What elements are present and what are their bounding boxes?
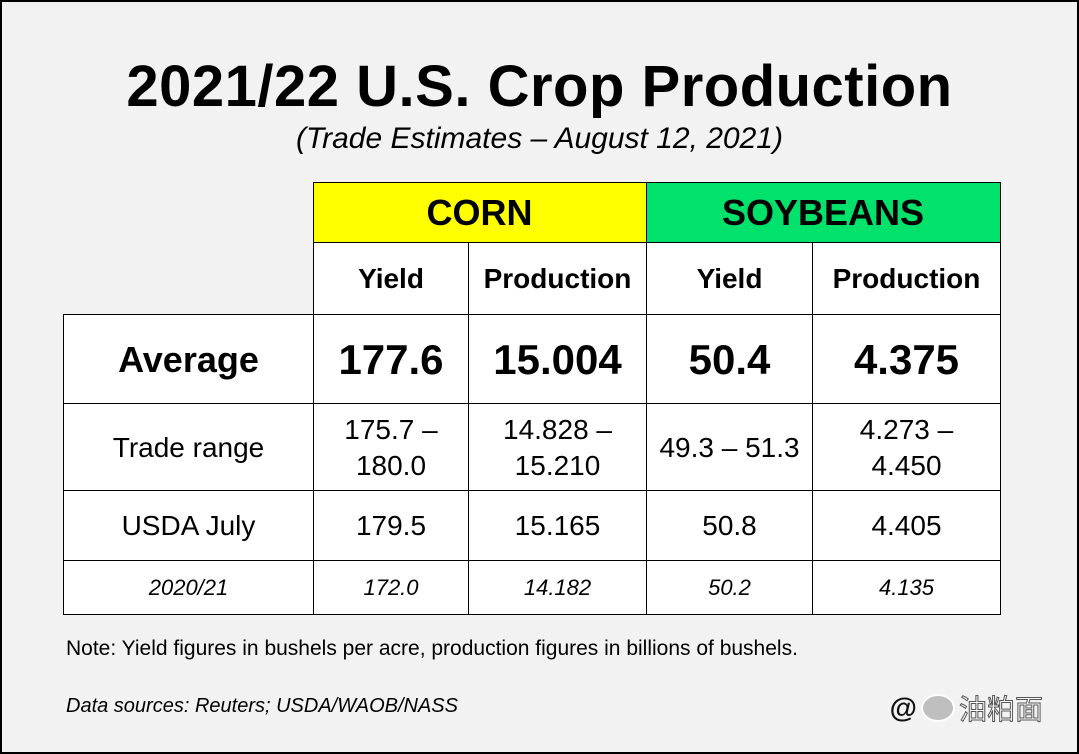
prior-year-soybeans-production: 4.135 — [813, 561, 1000, 615]
watermark-at: @ — [889, 692, 917, 723]
corn-yield-header: Yield — [313, 243, 469, 315]
grid-line — [63, 314, 64, 615]
grid-line — [64, 560, 1001, 561]
usda-july-soybeans-production: 4.405 — [813, 491, 1000, 561]
grid-line — [64, 403, 1001, 404]
soybeans-production-header: Production — [813, 243, 1000, 315]
grid-line — [64, 614, 1001, 615]
row-label-2020-21: 2020/21 — [64, 561, 313, 615]
data-sources: Data sources: Reuters; USDA/WAOB/NASS — [66, 695, 458, 717]
usda-july-corn-production: 15.165 — [469, 491, 646, 561]
footnote: Note: Yield figures in bushels per acre,… — [66, 637, 798, 660]
grid-line — [646, 182, 647, 615]
grid-line — [313, 242, 1001, 243]
average-corn-production: 15.004 — [469, 315, 646, 404]
trade-range-corn-yield: 175.7 – 180.0 — [313, 404, 469, 491]
usda-july-soybeans-yield: 50.8 — [646, 491, 813, 561]
grid-line — [313, 182, 1001, 183]
watermark-text: 油粕面 — [958, 694, 1043, 726]
prior-year-corn-production: 14.182 — [469, 561, 646, 615]
page-subtitle: (Trade Estimates – August 12, 2021) — [296, 122, 783, 155]
trade-range-corn-production: 14.828 – 15.210 — [469, 404, 646, 491]
grid-line — [468, 242, 469, 615]
corn-production-header: Production — [469, 243, 646, 315]
watermark: @ 油粕面 — [889, 688, 1044, 728]
prior-year-soybeans-yield: 50.2 — [646, 561, 813, 615]
grid-line — [64, 490, 1001, 491]
row-label-trade-range: Trade range — [64, 404, 313, 491]
chat-bubble-icon — [920, 694, 955, 722]
corn-header: CORN — [313, 182, 646, 243]
prior-year-corn-yield: 172.0 — [313, 561, 469, 615]
grid-line — [1000, 182, 1001, 615]
soybeans-yield-header: Yield — [646, 243, 813, 315]
row-label-usda-july: USDA July — [64, 491, 313, 561]
soybeans-header: SOYBEANS — [646, 182, 1000, 243]
trade-range-soybeans-production: 4.273 – 4.450 — [813, 404, 1000, 491]
average-soybeans-production: 4.375 — [813, 315, 1000, 404]
grid-line — [812, 242, 813, 615]
average-corn-yield: 177.6 — [313, 315, 469, 404]
trade-range-soybeans-yield: 49.3 – 51.3 — [646, 404, 813, 491]
grid-line — [313, 182, 314, 615]
page-title: 2021/22 U.S. Crop Production — [126, 54, 953, 119]
grid-line — [64, 314, 1001, 315]
row-label-average: Average — [64, 315, 313, 404]
average-soybeans-yield: 50.4 — [646, 315, 813, 404]
usda-july-corn-yield: 179.5 — [313, 491, 469, 561]
